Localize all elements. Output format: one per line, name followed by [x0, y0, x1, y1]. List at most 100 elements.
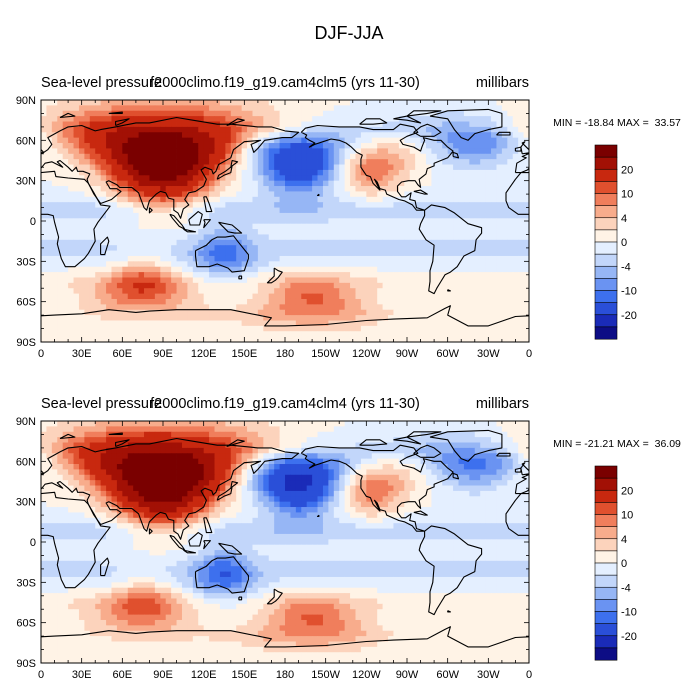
field-cell — [469, 175, 476, 182]
field-cell — [268, 293, 275, 300]
field-cell — [388, 132, 394, 139]
field-cell — [333, 196, 340, 203]
field-cell — [73, 309, 80, 316]
field-cell — [463, 100, 470, 106]
field-cell — [501, 153, 508, 160]
field-cell — [41, 223, 47, 230]
field-cell — [165, 148, 172, 155]
field-cell — [111, 255, 118, 262]
field-cell — [339, 126, 346, 133]
field-cell — [447, 320, 454, 327]
field-cell — [485, 186, 492, 192]
field-cell — [415, 261, 421, 268]
field-cell — [62, 431, 69, 438]
field-cell — [198, 261, 205, 268]
field-cell — [78, 261, 85, 268]
field-cell — [333, 169, 340, 176]
coastline-segment — [226, 118, 245, 127]
field-cell — [89, 453, 96, 460]
field-cell — [160, 132, 167, 139]
field-cell — [252, 218, 259, 225]
field-cell — [388, 159, 394, 165]
field-cell — [268, 458, 275, 465]
field-cell — [415, 121, 421, 128]
field-cell — [350, 266, 356, 273]
field-cell — [328, 261, 335, 268]
field-cell — [350, 105, 356, 112]
field-cell — [154, 223, 161, 230]
field-cell — [458, 320, 465, 327]
field-cell — [241, 255, 248, 262]
field-cell — [149, 325, 156, 332]
field-cell — [214, 132, 221, 139]
field-cell — [393, 202, 400, 208]
field-cell — [257, 191, 264, 198]
field-cell — [382, 453, 389, 460]
coastline-segment — [447, 289, 451, 292]
field-cell — [111, 266, 118, 273]
field-cell — [420, 272, 427, 278]
field-cell — [73, 180, 80, 187]
field-cell — [398, 309, 405, 316]
field-cell — [322, 234, 329, 241]
field-cell — [382, 288, 389, 294]
field-cell — [306, 196, 313, 203]
field-cell — [366, 218, 373, 225]
field-cell — [171, 320, 177, 327]
field-cell — [290, 143, 297, 149]
field-cell — [377, 175, 383, 182]
field-cell — [122, 261, 129, 268]
field-cell — [181, 126, 188, 133]
field-cell — [306, 212, 313, 219]
field-cell — [393, 143, 400, 149]
field-cell — [138, 105, 145, 112]
field-cell — [68, 331, 74, 338]
field-cell — [301, 148, 308, 155]
field-cell — [355, 250, 362, 257]
field-cell — [523, 437, 529, 443]
field-cell — [198, 442, 205, 449]
field-cell — [106, 132, 112, 139]
field-cell — [474, 288, 481, 294]
field-cell — [274, 447, 280, 454]
field-cell — [257, 175, 264, 182]
field-cell — [371, 453, 378, 460]
field-cell — [127, 304, 134, 311]
field-cell — [138, 207, 145, 214]
field-cell — [382, 175, 389, 182]
field-cell — [225, 298, 232, 305]
field-cell — [274, 293, 280, 300]
field-cell — [160, 110, 167, 117]
field-cell — [111, 325, 118, 332]
field-cell — [252, 277, 259, 284]
field-cell — [474, 110, 481, 117]
field-cell — [100, 116, 107, 122]
field-cell — [176, 250, 183, 257]
field-cell — [257, 202, 264, 208]
field-cell — [95, 207, 102, 214]
field-cell — [404, 272, 411, 278]
field-cell — [507, 207, 514, 214]
field-cell — [398, 234, 405, 241]
field-cell — [431, 223, 438, 230]
field-cell — [252, 437, 259, 443]
field-cell — [100, 245, 107, 251]
field-cell — [431, 105, 438, 112]
field-cell — [116, 293, 123, 300]
colorbar-swatch — [594, 229, 618, 243]
field-cell — [453, 277, 459, 284]
field-cell — [252, 293, 259, 300]
field-cell — [51, 105, 58, 112]
field-cell — [463, 196, 470, 203]
field-cell — [333, 121, 340, 128]
field-cell — [415, 250, 421, 257]
field-cell — [46, 277, 53, 284]
field-cell — [518, 421, 524, 427]
field-cell — [382, 315, 389, 321]
field-cell — [51, 164, 58, 171]
field-cell — [322, 202, 329, 208]
field-cell — [230, 143, 237, 149]
field-cell — [404, 175, 411, 182]
field-cell — [317, 309, 324, 316]
field-cell — [425, 421, 432, 427]
